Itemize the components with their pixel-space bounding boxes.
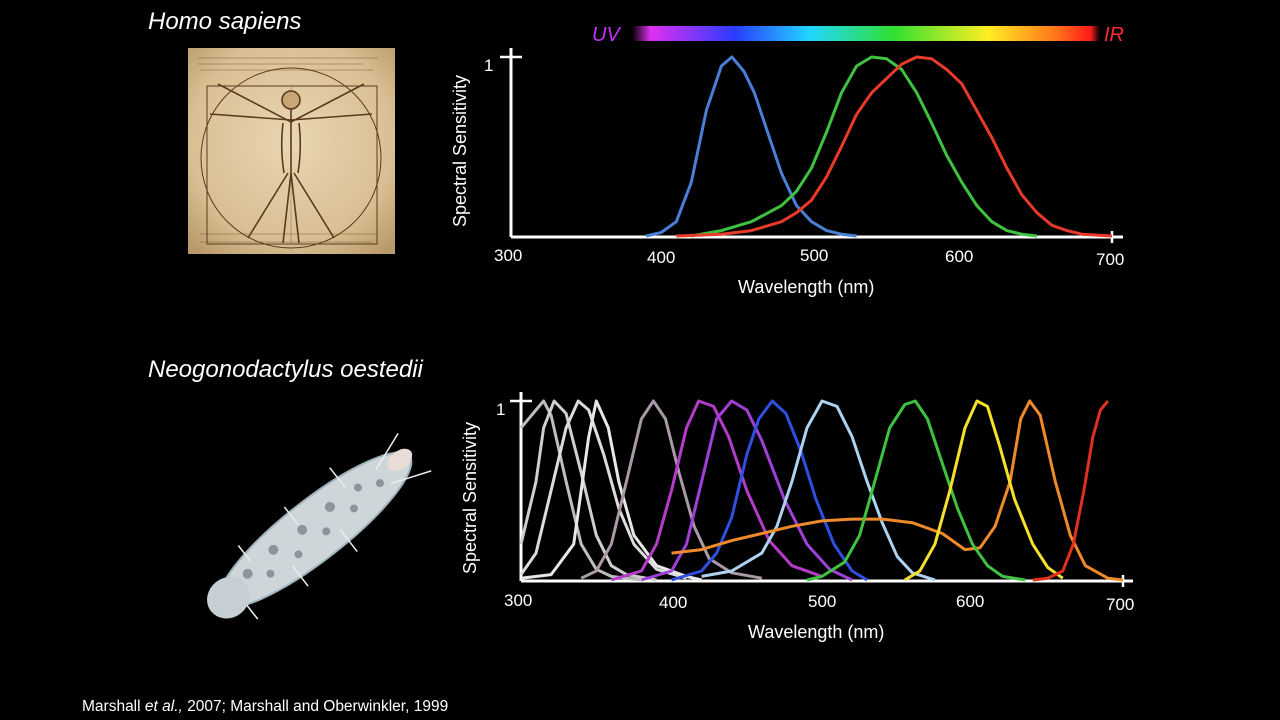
series-line-10 xyxy=(671,399,1124,582)
series-line-4 xyxy=(520,399,702,582)
x-tick-label: 700 xyxy=(1096,250,1124,269)
x-axis-label: Wavelength (nm) xyxy=(748,622,884,642)
series-line-3 xyxy=(519,399,687,580)
x-tick-label: 300 xyxy=(504,591,532,610)
series-line-11 xyxy=(806,399,1026,582)
series-line-2 xyxy=(519,399,657,582)
y-axis-label: Spectral Sensitivity xyxy=(460,422,480,574)
x-tick-label: 500 xyxy=(800,246,828,265)
x-tick-label: 400 xyxy=(647,248,675,267)
series-line-1 xyxy=(645,55,857,238)
x-tick-label: 600 xyxy=(956,592,984,611)
citation: Marshall et al., 2007; Marshall and Ober… xyxy=(82,698,448,716)
citation-part2: 2007; Marshall and Oberwinkler, 1999 xyxy=(182,698,449,715)
series-line-8 xyxy=(671,399,868,582)
series-line-5 xyxy=(580,399,763,580)
series-line-3 xyxy=(676,55,1113,238)
series-line-9 xyxy=(701,399,936,582)
human-species-title: Homo sapiens xyxy=(148,8,302,35)
x-tick-label: 400 xyxy=(659,593,687,612)
uv-label: UV xyxy=(592,24,621,46)
x-axis-label: Wavelength (nm) xyxy=(738,277,874,297)
y-tick-label: 1 xyxy=(496,400,505,419)
series-line-12 xyxy=(904,399,1064,582)
shrimp-species-title: Neogonodactylus oestedii xyxy=(148,356,423,383)
citation-italic: et al., xyxy=(144,698,183,715)
series-line-7 xyxy=(640,399,853,582)
shrimp-chart: 1 300 400 500 600 700 Wavelength (nm) Sp… xyxy=(460,392,1134,642)
citation-part1: Marshall xyxy=(82,698,145,715)
vitruvian-man-image xyxy=(188,48,395,254)
y-tick-label: 1 xyxy=(484,56,493,75)
human-chart: 1 300 400 500 600 700 Wavelength (nm) Sp… xyxy=(450,48,1124,297)
ir-label: IR xyxy=(1104,24,1124,46)
x-tick-label: 600 xyxy=(945,247,973,266)
y-axis-label: Spectral Sensitivity xyxy=(450,75,470,227)
series-line-6 xyxy=(610,399,823,582)
x-tick-label: 300 xyxy=(494,246,522,265)
x-tick-label: 500 xyxy=(808,592,836,611)
x-tick-label: 700 xyxy=(1106,595,1134,614)
mantis-shrimp-image xyxy=(207,432,432,620)
series-line-13 xyxy=(1032,400,1110,582)
series-line-1 xyxy=(519,399,642,582)
spectrum-bar xyxy=(632,26,1100,41)
series-line-2 xyxy=(691,55,1038,238)
